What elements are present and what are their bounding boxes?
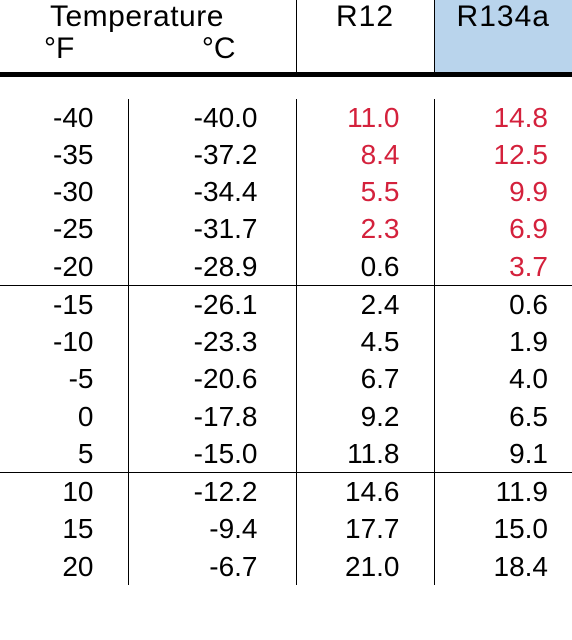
cell-r134a: 14.8 xyxy=(434,99,572,136)
cell-temp-c: -15.0 xyxy=(128,435,296,473)
cell-r12: 17.7 xyxy=(296,510,434,547)
cell-temp-c: -28.9 xyxy=(128,248,296,286)
cell-temp-f: -20 xyxy=(0,248,128,286)
cell-temp-f: 15 xyxy=(0,510,128,547)
cell-temp-c: -20.6 xyxy=(128,360,296,397)
cell-temp-f: -30 xyxy=(0,173,128,210)
table-row: -5-20.66.74.0 xyxy=(0,360,572,397)
cell-r134a: 12.5 xyxy=(434,136,572,173)
cell-r134a: 9.9 xyxy=(434,173,572,210)
table-row: -40-40.011.014.8 xyxy=(0,99,572,136)
cell-temp-c: -37.2 xyxy=(128,136,296,173)
table-row: -30-34.45.59.9 xyxy=(0,173,572,210)
table-row: -25-31.72.36.9 xyxy=(0,210,572,247)
cell-temp-c: -12.2 xyxy=(128,473,296,511)
r134a-header: R134a xyxy=(434,0,572,75)
cell-temp-c: -31.7 xyxy=(128,210,296,247)
table-row: 20-6.721.018.4 xyxy=(0,548,572,585)
cell-temp-c: -40.0 xyxy=(128,99,296,136)
cell-r134a: 4.0 xyxy=(434,360,572,397)
table-row: 15-9.417.715.0 xyxy=(0,510,572,547)
cell-temp-f: -10 xyxy=(0,323,128,360)
temperature-header: Temperature °F °C xyxy=(0,0,296,75)
cell-temp-c: -9.4 xyxy=(128,510,296,547)
cell-r12: 21.0 xyxy=(296,548,434,585)
cell-r12: 11.8 xyxy=(296,435,434,473)
temperature-title: Temperature xyxy=(38,0,296,34)
cell-temp-f: -15 xyxy=(0,285,128,323)
cell-r134a: 1.9 xyxy=(434,323,572,360)
cell-temp-f: 20 xyxy=(0,548,128,585)
cell-r12: 14.6 xyxy=(296,473,434,511)
cell-temp-c: -23.3 xyxy=(128,323,296,360)
cell-r12: 8.4 xyxy=(296,136,434,173)
cell-r134a: 6.5 xyxy=(434,398,572,435)
cell-r12: 9.2 xyxy=(296,398,434,435)
cell-temp-f: 10 xyxy=(0,473,128,511)
table-header-row: Temperature °F °C R12 R134a xyxy=(0,0,572,75)
cell-temp-f: 0 xyxy=(0,398,128,435)
cell-temp-f: 5 xyxy=(0,435,128,473)
cell-r134a: 3.7 xyxy=(434,248,572,286)
cell-r12: 4.5 xyxy=(296,323,434,360)
table-row: 5-15.011.89.1 xyxy=(0,435,572,473)
header-separator xyxy=(0,75,572,99)
cell-r12: 0.6 xyxy=(296,248,434,286)
table-row: -10-23.34.51.9 xyxy=(0,323,572,360)
cell-temp-c: -26.1 xyxy=(128,285,296,323)
table-row: 10-12.214.611.9 xyxy=(0,473,572,511)
cell-temp-f: -5 xyxy=(0,360,128,397)
cell-r12: 6.7 xyxy=(296,360,434,397)
cell-r134a: 9.1 xyxy=(434,435,572,473)
cell-r134a: 15.0 xyxy=(434,510,572,547)
cell-r12: 2.4 xyxy=(296,285,434,323)
unit-celsius: °C xyxy=(202,32,236,66)
cell-temp-f: -35 xyxy=(0,136,128,173)
cell-r12: 11.0 xyxy=(296,99,434,136)
cell-r12: 5.5 xyxy=(296,173,434,210)
refrigerant-pt-table: Temperature °F °C R12 R134a -40-40.011.0… xyxy=(0,0,572,585)
table-row: -35-37.28.412.5 xyxy=(0,136,572,173)
table-body: -40-40.011.014.8-35-37.28.412.5-30-34.45… xyxy=(0,75,572,585)
cell-r134a: 11.9 xyxy=(434,473,572,511)
cell-r134a: 6.9 xyxy=(434,210,572,247)
cell-temp-c: -17.8 xyxy=(128,398,296,435)
table-row: 0-17.89.26.5 xyxy=(0,398,572,435)
table-row: -20-28.90.63.7 xyxy=(0,248,572,286)
cell-r12: 2.3 xyxy=(296,210,434,247)
cell-temp-c: -6.7 xyxy=(128,548,296,585)
table-row: -15-26.12.40.6 xyxy=(0,285,572,323)
cell-r134a: 0.6 xyxy=(434,285,572,323)
cell-temp-c: -34.4 xyxy=(128,173,296,210)
cell-temp-f: -40 xyxy=(0,99,128,136)
cell-temp-f: -25 xyxy=(0,210,128,247)
unit-fahrenheit: °F xyxy=(44,32,74,66)
temperature-units: °F °C xyxy=(0,32,296,72)
cell-r134a: 18.4 xyxy=(434,548,572,585)
r12-header: R12 xyxy=(296,0,434,75)
